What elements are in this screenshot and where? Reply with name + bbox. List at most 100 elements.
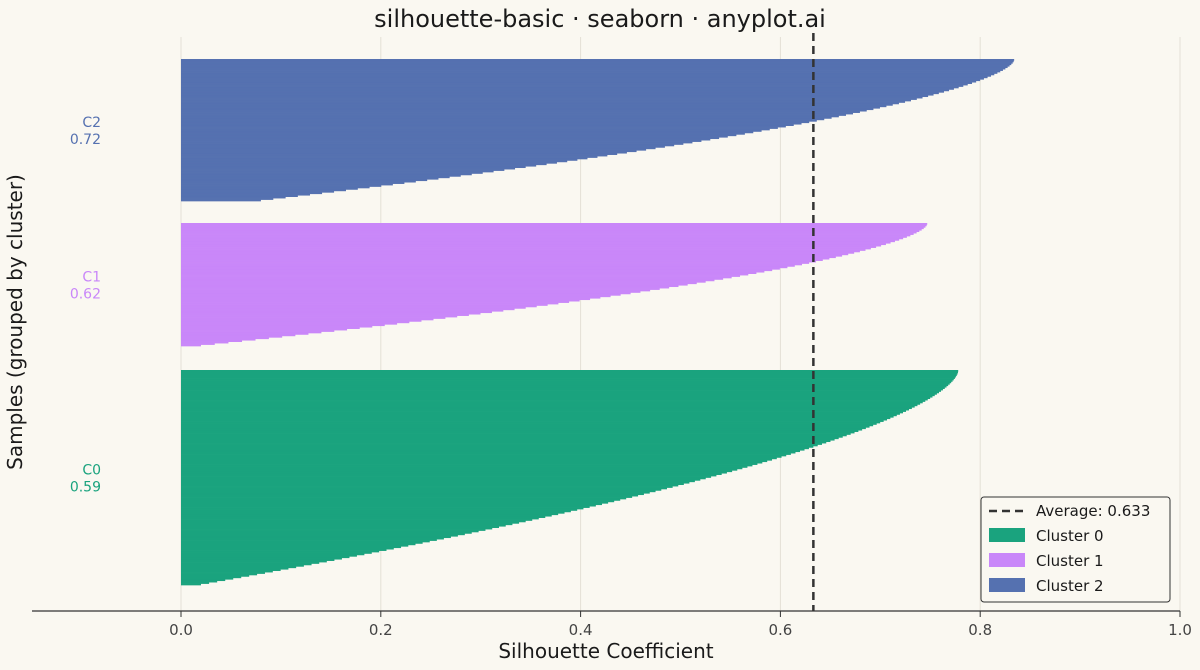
silhouette-bar: [181, 375, 956, 378]
legend-cluster-1-label: Cluster 1: [1036, 552, 1104, 570]
silhouette-bar: [181, 407, 912, 410]
silhouette-bar: [181, 539, 437, 541]
silhouette-bar: [181, 64, 1010, 67]
silhouette-bar: [181, 143, 684, 145]
silhouette-bar: [181, 230, 920, 233]
silhouette-bar: [181, 476, 712, 478]
silhouette-bar: [181, 484, 679, 487]
silhouette-bar: [181, 562, 320, 564]
silhouette-bar: [181, 378, 954, 381]
silhouette-bar: [181, 344, 201, 347]
silhouette-bar: [181, 474, 717, 477]
silhouette-bar: [181, 160, 568, 163]
silhouette-bar: [181, 105, 887, 108]
silhouette-bar: [181, 119, 817, 122]
silhouette-bar: [181, 103, 893, 106]
silhouette-bar: [181, 301, 570, 303]
silhouette-bar: [181, 467, 743, 470]
silhouette-bar: [181, 382, 950, 385]
silhouette-bar: [181, 567, 289, 570]
silhouette-bar: [181, 521, 520, 524]
silhouette-bar: [181, 130, 762, 132]
silhouette-bar: [181, 540, 430, 543]
silhouette-bar: [181, 330, 335, 332]
silhouette-bar: [181, 517, 539, 520]
silhouette-bar: [181, 306, 526, 309]
silhouette-bar: [181, 494, 639, 497]
silhouette-bar: [181, 481, 690, 484]
silhouette-bar: [181, 121, 810, 124]
silhouette-bar: [181, 531, 472, 534]
silhouette-bar: [181, 427, 866, 430]
silhouette-bar: [181, 464, 753, 467]
silhouette-bar: [181, 421, 881, 424]
silhouette-bar: [181, 137, 720, 140]
silhouette-bar: [181, 279, 715, 282]
silhouette-bar: [181, 559, 335, 561]
silhouette-bar: [181, 317, 446, 319]
cluster-2-label: C2: [82, 115, 101, 131]
silhouette-bar: [181, 563, 312, 566]
silhouette-bar: [181, 173, 472, 176]
silhouette-bar: [181, 289, 651, 292]
silhouette-bar: [181, 497, 627, 500]
silhouette-bar: [181, 564, 304, 567]
silhouette-bar: [181, 285, 679, 288]
silhouette-bar: [181, 488, 662, 491]
silhouette-bar: [181, 263, 803, 266]
silhouette-bar: [181, 413, 900, 415]
cluster-labels: C00.59 C10.62 C20.72: [70, 115, 101, 496]
x-tick-label: 0.2: [369, 621, 393, 639]
silhouette-bar: [181, 228, 922, 231]
legend-cluster-0-label: Cluster 0: [1036, 527, 1104, 545]
silhouette-bar: [181, 295, 611, 298]
silhouette-bar: [181, 384, 949, 387]
silhouette-bar: [181, 269, 773, 272]
silhouette-bar: [181, 433, 851, 435]
silhouette-bar: [181, 144, 675, 147]
silhouette-bar: [181, 293, 621, 296]
silhouette-bar: [181, 457, 777, 460]
silhouette-bar: [181, 340, 243, 343]
silhouette-bar: [181, 183, 393, 186]
silhouette-bar: [181, 122, 802, 125]
silhouette-bar: [181, 550, 380, 553]
silhouette-bar: [181, 112, 854, 115]
chart-title: silhouette-basic · seaborn · anyplot.ai: [374, 5, 826, 33]
silhouette-bar: [181, 435, 843, 438]
silhouette-bar: [181, 466, 748, 468]
silhouette-bar: [181, 458, 773, 461]
silhouette-bar: [181, 454, 787, 457]
silhouette-bar: [181, 430, 859, 432]
silhouette-bar: [181, 238, 900, 241]
silhouette-bar: [181, 92, 939, 95]
silhouette-bar: [181, 453, 791, 455]
silhouette-bar: [181, 534, 458, 537]
silhouette-bar: [181, 402, 921, 405]
silhouette-bar: [181, 566, 297, 569]
silhouette-bar: [181, 556, 350, 559]
silhouette-bar: [181, 246, 877, 248]
x-axis-title: Silhouette Coefficient: [498, 639, 713, 663]
silhouette-bar: [181, 514, 552, 517]
silhouette-bar: [181, 109, 867, 112]
silhouette-bar: [181, 434, 847, 437]
silhouette-bar: [181, 312, 481, 315]
silhouette-bar: [181, 507, 584, 510]
legend-average-label: Average: 0.633: [1036, 502, 1150, 520]
legend-cluster-2-swatch: [989, 578, 1025, 592]
silhouette-bar: [181, 448, 805, 451]
silhouette-bar: [181, 66, 1008, 69]
silhouette-bar: [181, 491, 650, 494]
silhouette-bar: [181, 530, 479, 533]
cluster-2-mean: 0.72: [70, 132, 101, 148]
silhouette-bar: [181, 341, 229, 344]
silhouette-bar: [181, 161, 557, 164]
silhouette-bar: [181, 240, 895, 243]
silhouette-bar: [181, 102, 899, 105]
silhouette-bar: [181, 135, 728, 138]
silhouette-bar: [181, 572, 265, 574]
silhouette-bar: [181, 486, 673, 488]
silhouette-bar: [181, 324, 385, 327]
silhouette-bar: [181, 190, 335, 193]
